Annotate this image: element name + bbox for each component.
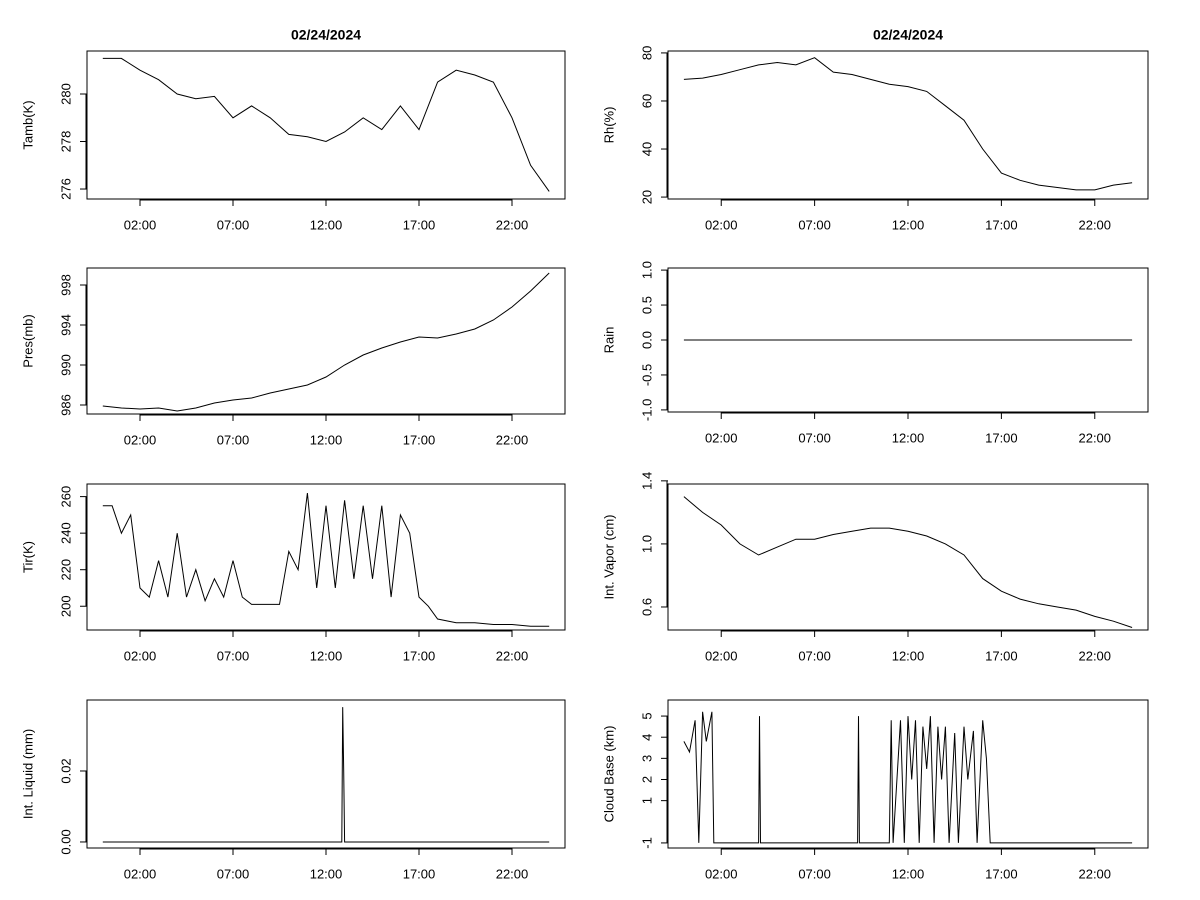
x-tick-label: 17:00	[403, 217, 436, 232]
data-line	[683, 57, 1133, 191]
x-tick-label: 22:00	[496, 217, 529, 232]
data-line	[683, 496, 1133, 628]
y-tick-label: 0.00	[58, 829, 73, 854]
y-tick-label: 990	[58, 354, 73, 376]
y-tick-label: 276	[58, 178, 73, 200]
y-tick-label: 240	[58, 522, 73, 544]
x-tick-label: 02:00	[705, 866, 738, 881]
y-tick-label: -1.0	[639, 399, 654, 421]
x-tick-label: 12:00	[892, 866, 925, 881]
y-tick-label: 1.0	[639, 261, 654, 279]
y-tick-label: 280	[58, 83, 73, 105]
y-tick-label: 1.4	[639, 472, 654, 490]
y-tick-label: 2	[639, 776, 654, 783]
x-tick-label: 22:00	[496, 866, 529, 881]
y-axis-label: Int. Vapor (cm)	[601, 514, 616, 599]
x-tick-label: 22:00	[1078, 217, 1111, 232]
y-axis-label: Tir(K)	[20, 541, 35, 573]
x-tick-label: 12:00	[310, 648, 343, 663]
y-tick-label: 260	[58, 486, 73, 508]
chart-title: 02/24/2024	[291, 27, 361, 43]
x-tick-label: 22:00	[1078, 430, 1111, 445]
x-tick-label: 07:00	[798, 866, 831, 881]
y-tick-label: 3	[639, 755, 654, 762]
data-line	[102, 272, 550, 412]
x-tick-label: 02:00	[124, 432, 157, 447]
data-line	[102, 492, 550, 627]
y-tick-label: 986	[58, 394, 73, 416]
x-tick-label: 02:00	[705, 217, 738, 232]
x-tick-label: 22:00	[1078, 648, 1111, 663]
y-axis-label: Int. Liquid (mm)	[20, 729, 35, 819]
y-tick-label: 1.0	[639, 535, 654, 553]
y-tick-label: 4	[639, 734, 654, 741]
y-tick-label: 40	[639, 142, 654, 156]
x-tick-label: 12:00	[310, 866, 343, 881]
y-tick-label: 60	[639, 94, 654, 108]
y-tick-label: 200	[58, 595, 73, 617]
x-tick-label: 02:00	[705, 430, 738, 445]
x-tick-label: 17:00	[985, 866, 1018, 881]
x-tick-label: 02:00	[124, 648, 157, 663]
data-line	[102, 57, 550, 192]
x-tick-label: 07:00	[217, 217, 250, 232]
x-tick-label: 17:00	[403, 648, 436, 663]
y-tick-label: 0.02	[58, 758, 73, 783]
x-tick-label: 22:00	[496, 432, 529, 447]
plot-frame	[86, 699, 566, 849]
x-tick-label: 07:00	[798, 648, 831, 663]
y-tick-label: 0.0	[639, 331, 654, 349]
x-tick-label: 17:00	[985, 430, 1018, 445]
plot-frame	[667, 50, 1149, 200]
y-axis-label: Rh(%)	[601, 107, 616, 144]
x-tick-label: 07:00	[217, 866, 250, 881]
y-axis-label: Rain	[601, 327, 616, 354]
y-tick-label: 278	[58, 131, 73, 153]
y-tick-label: -1	[639, 837, 654, 849]
y-tick-label: 0.6	[639, 598, 654, 616]
data-line	[102, 707, 550, 843]
x-tick-label: 02:00	[124, 866, 157, 881]
x-tick-label: 12:00	[892, 217, 925, 232]
plot-frame	[86, 267, 566, 415]
y-tick-label: 5	[639, 712, 654, 719]
x-tick-label: 17:00	[403, 866, 436, 881]
y-tick-label: 220	[58, 559, 73, 581]
x-tick-label: 12:00	[310, 432, 343, 447]
x-tick-label: 22:00	[1078, 866, 1111, 881]
x-tick-label: 12:00	[892, 648, 925, 663]
x-tick-label: 12:00	[310, 217, 343, 232]
x-tick-label: 07:00	[798, 430, 831, 445]
y-tick-label: 20	[639, 190, 654, 204]
x-tick-label: 12:00	[892, 430, 925, 445]
x-tick-label: 17:00	[985, 217, 1018, 232]
y-axis-label: Pres(mb)	[20, 314, 35, 367]
x-tick-label: 17:00	[985, 648, 1018, 663]
y-tick-label: 0.5	[639, 296, 654, 314]
y-tick-label: 998	[58, 274, 73, 296]
y-tick-label: 1	[639, 797, 654, 804]
x-tick-label: 07:00	[217, 432, 250, 447]
plot-frame	[86, 50, 566, 200]
x-tick-label: 02:00	[124, 217, 157, 232]
x-tick-label: 17:00	[403, 432, 436, 447]
data-line	[683, 711, 1133, 844]
plot-frame	[667, 483, 1149, 631]
chart-title: 02/24/2024	[873, 27, 943, 43]
y-axis-label: Tamb(K)	[20, 100, 35, 149]
x-tick-label: 07:00	[217, 648, 250, 663]
x-tick-label: 22:00	[496, 648, 529, 663]
y-axis-label: Cloud Base (km)	[601, 726, 616, 823]
x-tick-label: 07:00	[798, 217, 831, 232]
y-tick-label: 80	[639, 46, 654, 60]
y-tick-label: 994	[58, 314, 73, 336]
y-tick-label: -0.5	[639, 364, 654, 386]
x-tick-label: 02:00	[705, 648, 738, 663]
